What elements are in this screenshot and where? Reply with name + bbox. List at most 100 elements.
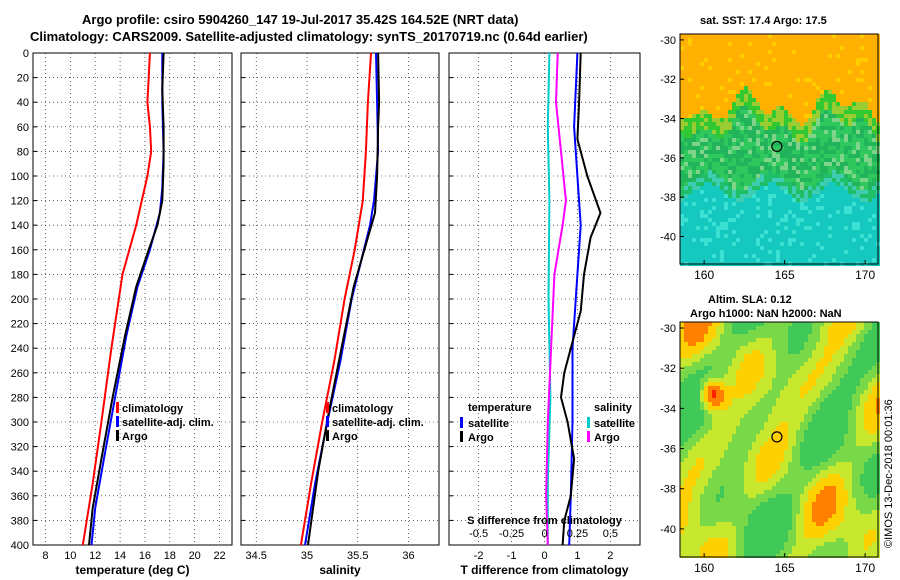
difference-xtick-label: 0 [541, 550, 547, 562]
sst-map-lat-label: -32 [660, 74, 676, 86]
temperature-xlabel: temperature (deg C) [75, 563, 189, 577]
temperature-legend-title: temperature [468, 402, 532, 414]
salinity-legend-swatch [587, 417, 590, 428]
sst-map-lon-label: 160 [694, 268, 714, 282]
depth-tick-label: 40 [17, 97, 29, 109]
depth-tick-label: 240 [11, 343, 29, 355]
difference-xtick-label: 1 [574, 550, 580, 562]
depth-tick-label: 360 [11, 491, 29, 503]
temperature-series-argo [88, 52, 165, 546]
sla-map-profile-marker [771, 431, 783, 443]
temperature-xtick-label: 18 [164, 550, 176, 562]
depth-tick-label: 160 [11, 245, 29, 257]
temperature-legend-swatch [460, 417, 463, 428]
sla-map: 160 165 170 -30 -32 -34 -36 -38 -40 [660, 321, 880, 575]
temperature-xtick-label: 14 [114, 550, 126, 562]
s-diff-tick-label: 0.25 [567, 528, 588, 540]
depth-tick-label: 300 [11, 417, 29, 429]
sla-map-lon-label: 165 [775, 561, 795, 575]
difference-series-s-satellite [546, 52, 552, 545]
temperature-panel: 8 10 12 14 16 18 20 220204060801001201401601802… [11, 48, 233, 577]
depth-tick-label: 180 [11, 269, 29, 281]
depth-tick-label: 60 [17, 122, 29, 134]
sst-map-lon-label: 165 [775, 268, 795, 282]
depth-tick-label: 340 [11, 466, 29, 478]
salinity-xtick-label: 36 [402, 550, 414, 562]
temperature-legend-label: climatology [122, 403, 184, 415]
depth-tick-label: 20 [17, 73, 29, 85]
sla-map-frame [679, 321, 879, 558]
temperature-legend-swatch [460, 431, 463, 442]
temperature-legend-label: Argo [468, 432, 494, 444]
salinity-legend-title: salinity [594, 402, 633, 414]
difference-xlabel: T difference from climatology [460, 563, 628, 577]
sst-map-title: sat. SST: 17.4 Argo: 17.5 [700, 15, 827, 27]
depth-tick-label: 220 [11, 319, 29, 331]
sla-map-lat-label: -38 [660, 484, 676, 496]
sst-map-lat-label: -38 [660, 192, 676, 204]
temperature-legend-label: satellite [468, 418, 509, 430]
sst-map-lat-label: -34 [660, 114, 676, 126]
depth-tick-label: 320 [11, 442, 29, 454]
depth-tick-label: 140 [11, 220, 29, 232]
difference-xtick-label: -1 [507, 550, 517, 562]
title-line-2: Climatology: CARS2009. Satellite-adjuste… [30, 29, 588, 44]
s-diff-tick-label: 0 [541, 528, 547, 540]
temperature-xtick-label: 12 [89, 550, 101, 562]
salinity-xtick-label: 35.5 [347, 550, 368, 562]
temperature-xtick-label: 22 [213, 550, 225, 562]
sst-map-profile-marker [771, 140, 783, 153]
salinity-legend-label: satellite [594, 418, 635, 430]
temperature-xtick-label: 20 [189, 550, 201, 562]
sla-map-lon-label: 170 [855, 561, 875, 575]
salinity-legend-label: satellite-adj. clim. [332, 417, 424, 429]
sst-map-lat-label: -36 [660, 153, 676, 165]
salinity-legend-swatch [326, 402, 329, 413]
difference-series-t-satellite [568, 52, 582, 546]
s-diff-tick-label: 0.5 [603, 528, 618, 540]
sla-map-lat-label: -36 [660, 444, 676, 456]
salinity-legend-swatch [587, 431, 590, 442]
difference-xtick-label: 2 [607, 550, 613, 562]
temperature-series-climatology [81, 52, 153, 546]
depth-tick-label: 120 [11, 196, 29, 208]
temperature-xtick-label: 16 [139, 550, 151, 562]
salinity-legend-label: Argo [594, 432, 620, 444]
depth-tick-label: 80 [17, 146, 29, 158]
temperature-legend-label: Argo [122, 431, 148, 443]
watermark: ©IMOS 13-Dec-2018 00:01:36 [883, 399, 895, 548]
temperature-xtick-label: 10 [64, 550, 76, 562]
sla-map-title-2: Argo h1000: NaN h2000: NaN [690, 308, 842, 320]
salinity-xlabel: salinity [319, 563, 361, 577]
sla-map-lat-label: -40 [660, 524, 676, 536]
salinity-xtick-label: 35 [301, 550, 313, 562]
sst-map-lat-label: -40 [660, 231, 676, 243]
sla-map-lat-label: -32 [660, 363, 676, 375]
depth-tick-label: 100 [11, 171, 29, 183]
depth-tick-label: 400 [11, 540, 29, 552]
depth-tick-label: 280 [11, 392, 29, 404]
depth-tick-label: 380 [11, 515, 29, 527]
temperature-legend-swatch [116, 430, 119, 441]
sst-map-frame [679, 33, 879, 265]
s-diff-label: S difference from climatology [467, 515, 623, 527]
depth-tick-label: 0 [23, 48, 29, 60]
salinity-panel: 34.5 35 35.5 36 salinity climatology satellite… [240, 52, 440, 577]
salinity-legend-swatch [326, 416, 329, 427]
temperature-legend-swatch [116, 402, 119, 413]
sst-map-lat-label: -30 [660, 35, 676, 47]
depth-tick-label: 200 [11, 294, 29, 306]
salinity-xtick-label: 34.5 [246, 550, 267, 562]
title-line-1: Argo profile: csiro 5904260_147 19-Jul-2… [82, 12, 518, 27]
s-diff-tick-label: -0.25 [499, 528, 524, 540]
temperature-legend-label: satellite-adj. clim. [122, 417, 214, 429]
difference-series-s-argo [545, 52, 567, 546]
sla-map-lat-label: -30 [660, 323, 676, 335]
salinity-series-argo [307, 52, 381, 546]
temperature-legend-swatch [116, 416, 119, 427]
difference-panel: -2 -1 0 1 2T difference from climatology -0.5… [448, 52, 641, 577]
sst-map: 160 165 170 -30 -32 -34 -36 -38 -40 [660, 33, 880, 282]
salinity-legend-label: climatology [332, 403, 394, 415]
sla-map-title-1: Altim. SLA: 0.12 [708, 294, 792, 306]
